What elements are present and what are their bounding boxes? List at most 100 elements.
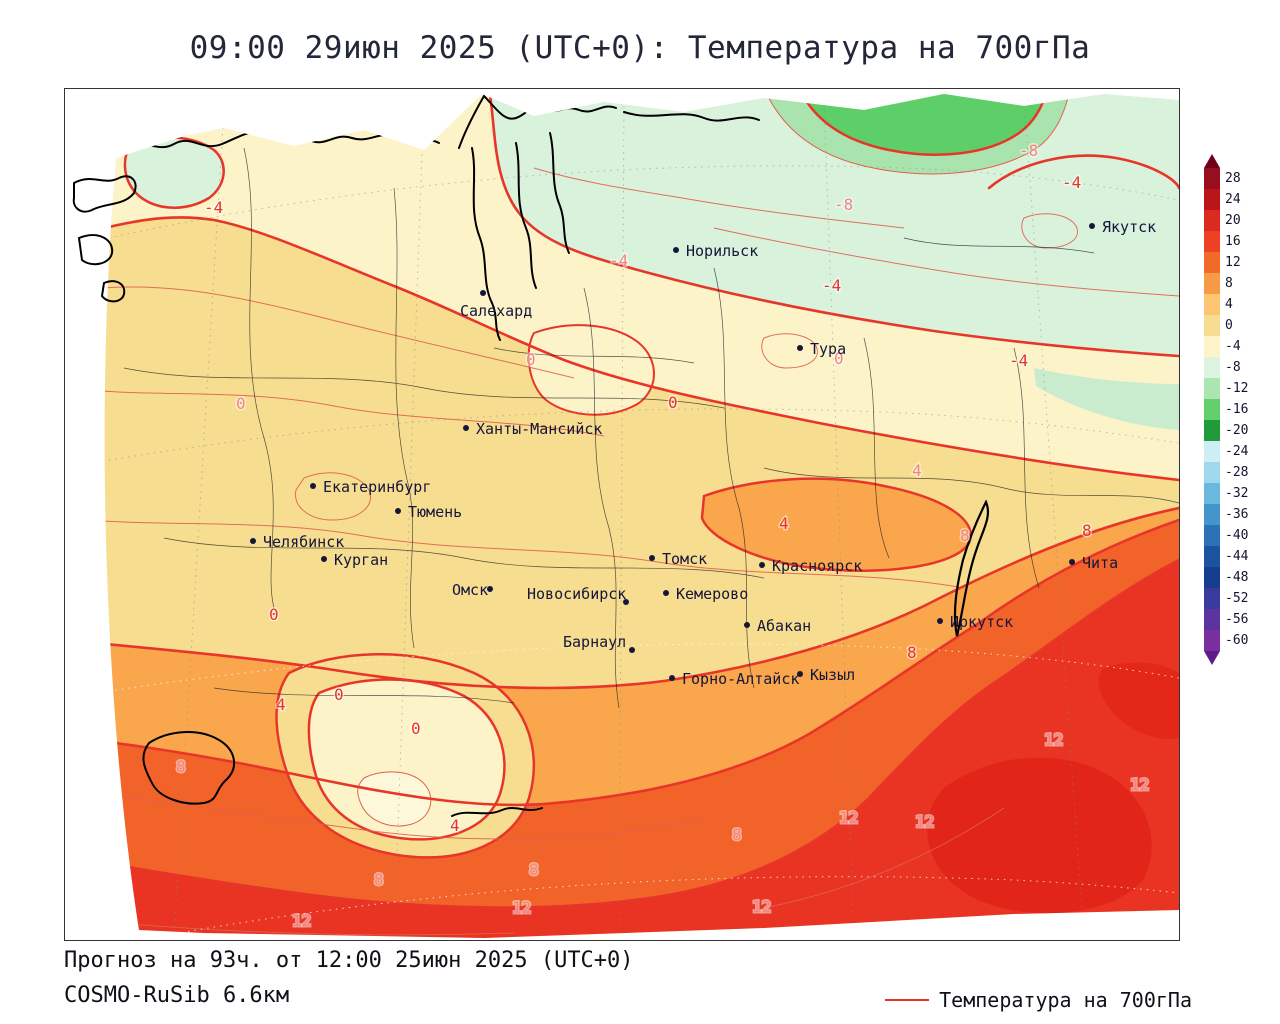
isotherm-value-labels: -4 -8 -4 -8 -4 -4 0 0 -4 0 0 4 4 8 8 0 8 4 0 0 8 4 8 8 12 12 12 12 8… (175, 140, 1151, 932)
colorbar-value: 4 (1225, 297, 1233, 312)
colorbar-segment: 16 (1204, 231, 1268, 252)
contour-value-label: 8 (960, 526, 970, 545)
colorbar-value: 20 (1225, 213, 1241, 228)
colorbar-swatch (1204, 546, 1220, 567)
colorbar-value: -16 (1225, 402, 1249, 417)
colorbar-segment: -20 (1204, 420, 1268, 441)
colorbar-segment: 8 (1204, 273, 1268, 294)
city-dot (623, 599, 629, 605)
contour-value-label: 0 (411, 719, 421, 738)
city-marker: Норильск (673, 242, 758, 260)
colorbar-swatch (1204, 189, 1220, 210)
city-marker: Якутск (1089, 218, 1156, 236)
city-label: Горно-Алтайск (682, 670, 799, 688)
city-label: Курган (334, 551, 388, 569)
map-frame (64, 88, 1180, 941)
city-label: Тюмень (408, 503, 462, 521)
contour-value-label: 12 (1044, 730, 1063, 749)
city-label: Кызыл (810, 666, 855, 684)
colorbar-swatch (1204, 483, 1220, 504)
colorbar-bottom-arrow (1204, 651, 1220, 665)
city-marker: Абакан (744, 617, 811, 635)
city-marker: Красноярск (759, 557, 862, 575)
colorbar-swatch (1204, 504, 1220, 525)
colorbar-value: 0 (1225, 318, 1233, 333)
temp-pocket-hot-e (1098, 662, 1179, 739)
contour-value-label: 0 (668, 393, 678, 412)
contour-value-label: 8 (529, 860, 539, 879)
colorbar-swatch (1204, 378, 1220, 399)
contour-value-label: -4 (822, 276, 841, 295)
city-label: Красноярск (772, 557, 862, 575)
temp-pocket-mint-nw (123, 135, 225, 209)
city-label: Тура (810, 340, 846, 358)
contour-value-label: -4 (204, 198, 223, 217)
colorbar-value: -28 (1225, 465, 1249, 480)
colorbar-value: -36 (1225, 507, 1249, 522)
temperature-field (104, 94, 1180, 938)
legend-label: Температура на 700гПа (939, 988, 1192, 1012)
city-dot (797, 345, 803, 351)
city-dot (463, 425, 469, 431)
city-label: Томск (662, 550, 707, 568)
colorbar-swatch (1204, 231, 1220, 252)
colorbar-value: 24 (1225, 192, 1241, 207)
colorbar-segment: -16 (1204, 399, 1268, 420)
city-dot (759, 562, 765, 568)
contour-value-label: 8 (176, 757, 186, 776)
city-marker: Курган (321, 551, 388, 569)
temp-pocket-hot-se (927, 757, 1152, 914)
temperature-map-svg: -4 -8 -4 -8 -4 -4 0 0 -4 0 0 4 4 8 8 0 8 4 0 0 8 4 8 8 12 12 12 12 8… (64, 88, 1180, 941)
city-marker: Чита (1069, 554, 1118, 572)
temp-patch-palegreen (1034, 368, 1179, 430)
colorbar-value: 28 (1225, 171, 1241, 186)
city-dot (480, 290, 486, 296)
model-info: COSMO-RuSib 6.6км (64, 983, 290, 1008)
colorbar-segment: -36 (1204, 504, 1268, 525)
city-marker: Тюмень (395, 503, 462, 521)
contour-value-label: 12 (512, 898, 531, 917)
city-label: Чита (1082, 554, 1118, 572)
graticule (104, 95, 1180, 938)
colorbar-segment: -28 (1204, 462, 1268, 483)
colorbar-value: -4 (1225, 339, 1241, 354)
colorbar-value: -8 (1225, 360, 1241, 375)
city-label: Барнаул (563, 633, 626, 651)
city-label: Норильск (686, 242, 758, 260)
contour-value-label: 0 (236, 394, 246, 413)
map-legend: Температура на 700гПа (885, 988, 1192, 1012)
city-label: Кемерово (676, 585, 748, 603)
colorbar-segment: 0 (1204, 315, 1268, 336)
contour-value-label: 8 (1082, 521, 1092, 540)
city-label: Омск (452, 581, 488, 599)
contour-value-label: 4 (276, 695, 286, 714)
colorbar-segment: -48 (1204, 567, 1268, 588)
colorbar-swatch (1204, 630, 1220, 651)
region-borders (123, 147, 1180, 709)
colorbar-top-arrow (1204, 154, 1220, 168)
temp-band-gold (104, 217, 1179, 688)
city-markers: Норильск Якутск Салехард Тура Ханты-Мансийск… (250, 218, 1156, 688)
colorbar-swatch (1204, 420, 1220, 441)
city-marker: Екатеринбург (310, 478, 431, 496)
colorbar-value: -56 (1225, 612, 1249, 627)
contour-value-label: -8 (834, 195, 853, 214)
city-label: Иркутск (950, 613, 1013, 631)
city-dot (487, 586, 493, 592)
colorbar-swatch (1204, 462, 1220, 483)
colorbar-swatch (1204, 588, 1220, 609)
colorbar-segment: -32 (1204, 483, 1268, 504)
city-marker: Кемерово (663, 585, 748, 603)
colorbar-swatch (1204, 252, 1220, 273)
city-label: Челябинск (263, 533, 344, 551)
city-label: Ханты-Мансийск (476, 420, 602, 438)
contour-value-label: 12 (915, 812, 934, 831)
colorbar-value: -32 (1225, 486, 1249, 501)
colorbar-value: -48 (1225, 570, 1249, 585)
colorbar-swatch (1204, 168, 1220, 189)
colorbar-swatch (1204, 399, 1220, 420)
colorbar-value: -52 (1225, 591, 1249, 606)
contour-value-label: 12 (292, 911, 311, 930)
contour-value-label: 8 (907, 643, 917, 662)
city-label: Абакан (757, 617, 811, 635)
